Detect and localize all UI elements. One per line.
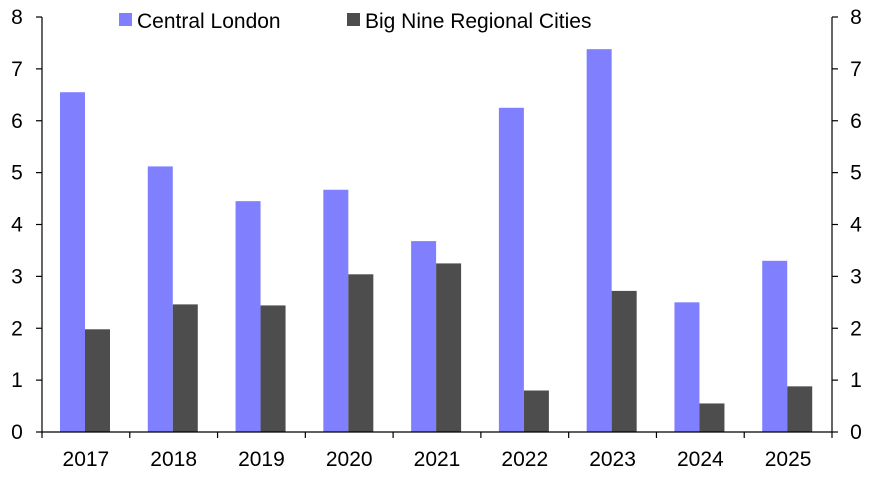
legend-swatch-central-london (119, 13, 132, 26)
bar-central-london-2025 (762, 260, 788, 432)
bars-group (60, 49, 813, 432)
right-y-tick-label: 4 (850, 214, 862, 237)
left-y-tick-label: 3 (11, 265, 23, 288)
bar-central-london-2018 (147, 166, 173, 432)
bar-big-nine-2024 (699, 403, 725, 432)
legend: Central London Big Nine Regional Cities (119, 10, 591, 33)
bar-big-nine-2023 (611, 290, 637, 432)
x-tick-label-2023: 2023 (589, 448, 636, 471)
x-tick-label-2021: 2021 (414, 448, 461, 471)
bar-big-nine-2019 (260, 305, 286, 432)
legend-label-big-nine: Big Nine Regional Cities (365, 10, 591, 33)
bar-big-nine-2022 (523, 390, 549, 432)
right-y-ticks: 0 1 2 3 4 5 6 7 8 (832, 6, 862, 444)
bar-big-nine-2018 (172, 304, 198, 432)
x-tick-label-2025: 2025 (765, 448, 812, 471)
bar-big-nine-2017 (85, 329, 110, 432)
left-y-ticks: 0 1 2 3 4 5 6 7 8 (11, 6, 42, 444)
bar-central-london-2020 (323, 189, 349, 432)
left-y-tick-label: 4 (11, 214, 23, 237)
bar-big-nine-2020 (348, 274, 374, 432)
bar-central-london-2024 (674, 302, 700, 432)
x-tick-label-2018: 2018 (150, 448, 197, 471)
x-ticks: 2017 2018 2019 2020 2021 2022 2023 2024 2025 (41, 432, 833, 471)
bar-central-london-2017 (60, 92, 85, 432)
right-y-tick-label: 8 (850, 6, 862, 29)
left-y-tick-label: 1 (11, 369, 23, 392)
legend-label-central-london: Central London (137, 10, 281, 33)
bar-big-nine-2025 (787, 386, 813, 432)
left-y-tick-label: 7 (11, 58, 23, 81)
left-y-tick-label: 6 (11, 110, 23, 133)
right-y-tick-label: 6 (850, 110, 862, 133)
legend-swatch-big-nine (347, 13, 360, 26)
right-y-tick-label: 5 (850, 162, 862, 185)
x-tick-label-2019: 2019 (238, 448, 285, 471)
left-y-tick-label: 2 (11, 317, 23, 340)
right-y-tick-label: 3 (850, 265, 862, 288)
bar-big-nine-2021 (436, 263, 462, 432)
x-tick-label-2017: 2017 (63, 448, 110, 471)
bar-central-london-2019 (235, 201, 261, 432)
bar-central-london-2022 (498, 107, 524, 432)
left-y-tick-label: 8 (11, 6, 23, 29)
x-tick-label-2022: 2022 (501, 448, 548, 471)
right-y-tick-label: 0 (850, 421, 862, 444)
bar-central-london-2023 (586, 49, 612, 432)
x-tick-label-2024: 2024 (677, 448, 724, 471)
right-y-tick-label: 7 (850, 58, 862, 81)
left-y-tick-label: 5 (11, 162, 23, 185)
x-tick-label-2020: 2020 (326, 448, 373, 471)
right-y-tick-label: 1 (850, 369, 862, 392)
bar-central-london-2021 (411, 241, 437, 432)
left-y-tick-label: 0 (11, 421, 23, 444)
right-y-tick-label: 2 (850, 317, 862, 340)
